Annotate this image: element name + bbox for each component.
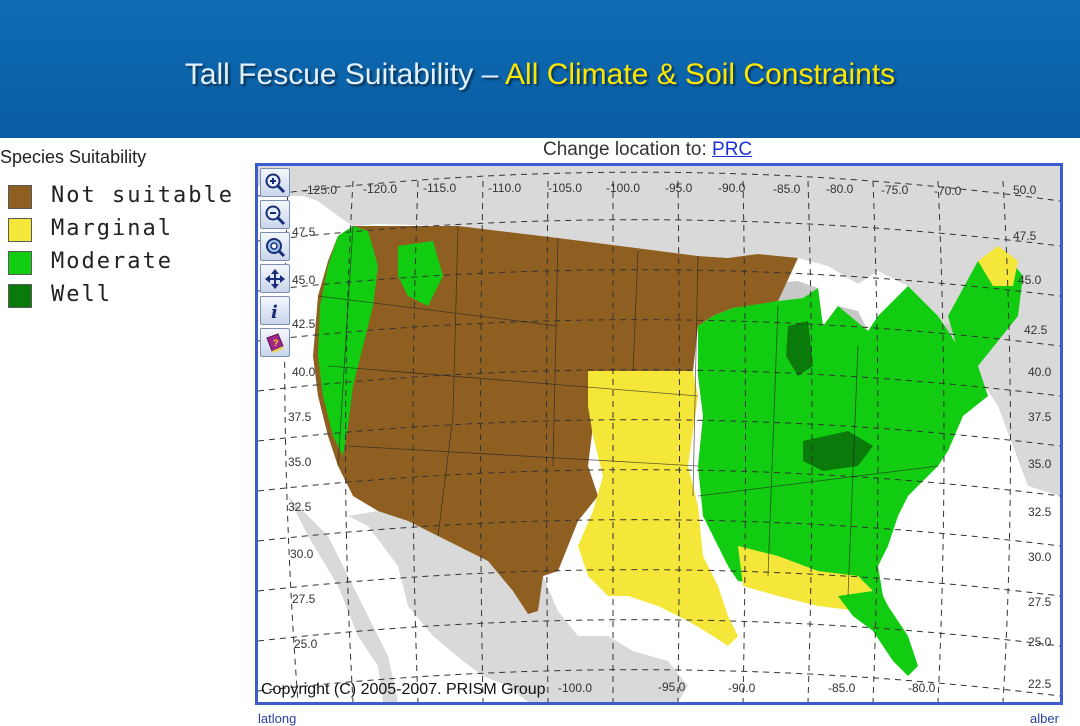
pan-button[interactable] <box>260 264 290 293</box>
legend-label: Marginal <box>51 216 173 241</box>
full-extent-button[interactable] <box>260 232 290 261</box>
lat-label-right: 42.5 <box>1024 323 1048 337</box>
pan-icon <box>265 268 285 289</box>
state-boundaries <box>317 225 939 597</box>
zoom-in-button[interactable] <box>260 168 290 197</box>
zoom-out-button[interactable] <box>260 200 290 229</box>
region-moderate <box>838 591 918 676</box>
full-extent-icon <box>266 237 286 257</box>
title-highlight: All Climate & Soil Constraints <box>505 58 896 91</box>
lat-label-right: 22.5 <box>1028 677 1052 691</box>
region-marginal <box>738 546 878 611</box>
lat-label-left: 40.0 <box>292 365 316 379</box>
region-marginal <box>578 371 738 646</box>
lat-label-right: 30.0 <box>1028 550 1052 564</box>
zoom-out-icon <box>265 205 286 225</box>
suitability-raster <box>313 226 1023 676</box>
lon-label-bottom: -95.0 <box>658 680 686 694</box>
lat-label-right: 25.0 <box>1028 635 1052 649</box>
lon-label-top: -75.0 <box>881 183 909 197</box>
lon-label-bottom: -100.0 <box>558 681 592 695</box>
albers-link[interactable]: alber <box>1030 711 1059 726</box>
lon-label-top: -80.0 <box>826 182 854 196</box>
region-not-suitable <box>313 226 798 614</box>
copyright-text: Copyright (C) 2005-2007. PRISM Group <box>261 681 546 698</box>
lon-label-top: -95.0 <box>665 181 693 195</box>
info-button[interactable]: i <box>260 296 290 325</box>
region-marginal <box>978 246 1018 286</box>
lat-label-left: 45.0 <box>292 273 316 287</box>
region-well <box>786 321 813 376</box>
svg-text:?: ? <box>273 338 279 348</box>
latlong-link[interactable]: latlong <box>258 711 297 726</box>
legend-swatch <box>8 284 32 308</box>
lon-label-top: -115.0 <box>423 181 456 195</box>
lon-label-top: -110.0 <box>488 181 521 195</box>
lon-label-top: -70.0 <box>934 184 962 198</box>
lat-label-left: 30.0 <box>290 547 314 561</box>
change-location: Change location to: PRC <box>543 139 752 161</box>
legend-label: Not suitable <box>51 183 234 208</box>
lat-label-right: 47.5 <box>1013 229 1037 243</box>
slide-title: Tall Fescue Suitability – All Climate & … <box>0 55 1080 95</box>
lat-label-right: 50.0 <box>1013 183 1037 197</box>
lat-label-left: 42.5 <box>292 317 316 331</box>
title-main: Tall Fescue Suitability <box>184 58 474 91</box>
lon-label-top: -120.0 <box>363 182 397 196</box>
title-separator: – <box>481 58 499 91</box>
coordinate-labels: -125.0 -120.0 -115.0 -110.0 -105.0 -100.… <box>288 181 1052 695</box>
lon-label-bottom: -90.0 <box>728 681 756 695</box>
lat-label-left: 37.5 <box>288 410 312 424</box>
legend-label: Moderate <box>51 249 173 274</box>
lon-label-top: -100.0 <box>606 181 640 195</box>
info-icon: i <box>271 302 278 322</box>
lon-label-top: -125.0 <box>303 183 337 197</box>
lat-label-left: 27.5 <box>292 592 316 606</box>
region-well <box>803 431 873 471</box>
legend-title: Species Suitability <box>0 147 147 167</box>
lat-label-right: 35.0 <box>1028 457 1052 471</box>
lat-label-left: 35.0 <box>288 455 312 469</box>
lat-label-right: 37.5 <box>1028 410 1052 424</box>
lon-label-top: -85.0 <box>773 182 801 196</box>
lat-label-left: 47.5 <box>292 225 316 239</box>
lat-label-left: 32.5 <box>288 500 312 514</box>
legend-swatch <box>8 185 32 209</box>
lat-label-right: 40.0 <box>1028 365 1052 379</box>
svg-text:i: i <box>271 302 278 322</box>
region-moderate <box>398 241 443 306</box>
lat-label-left: 25.0 <box>294 637 318 651</box>
change-location-label: Change location to: <box>543 139 707 160</box>
legend-swatch <box>8 218 32 242</box>
help-button[interactable]: ? <box>260 328 290 357</box>
region-moderate <box>318 226 378 456</box>
lon-label-bottom: -85.0 <box>828 681 856 695</box>
neighbor-land <box>258 166 1060 702</box>
lat-label-right: 45.0 <box>1018 273 1042 287</box>
zoom-in-icon <box>265 173 286 193</box>
map-canvas[interactable]: -125.0 -120.0 -115.0 -110.0 -105.0 -100.… <box>258 166 1060 702</box>
lat-label-right: 27.5 <box>1028 595 1052 609</box>
lon-label-bottom: -80.0 <box>908 681 936 695</box>
lon-label-top: -90.0 <box>718 181 746 195</box>
help-book-icon: ? <box>266 332 284 353</box>
legend-label: Well <box>51 282 112 307</box>
change-location-link[interactable]: PRC <box>712 139 753 160</box>
legend-swatch <box>8 251 32 275</box>
title-banner <box>0 0 1080 138</box>
map-frame[interactable]: -125.0 -120.0 -115.0 -110.0 -105.0 -100.… <box>255 163 1063 705</box>
lat-label-right: 32.5 <box>1028 505 1052 519</box>
lon-label-top: -105.0 <box>548 181 582 195</box>
